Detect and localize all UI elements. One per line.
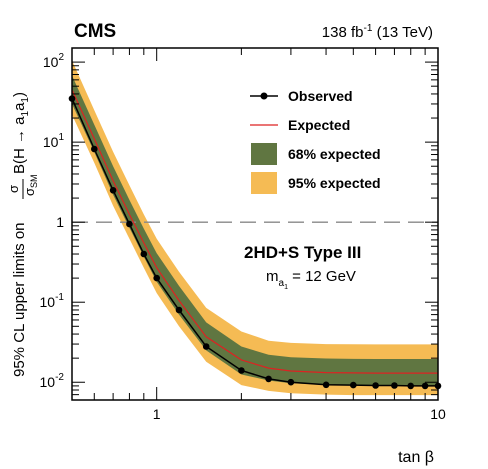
experiment-label: CMS [74, 21, 116, 42]
y-tick-label: 102 [43, 52, 65, 70]
band-95-expected [72, 60, 438, 396]
observed-point [238, 367, 245, 374]
y-axis-label: 95% CL upper limits on σ σSM B(H → a1a1) [6, 92, 39, 377]
observed-point [265, 375, 272, 383]
y-tick-label: 10-1 [40, 292, 65, 310]
observed-point [153, 274, 160, 282]
legend-band68-swatch [251, 143, 277, 165]
observed-point [407, 382, 415, 390]
observed-point [126, 220, 133, 228]
observed-point [421, 382, 429, 390]
observed-point [372, 382, 379, 389]
observed-points-layer [68, 95, 442, 390]
legend-observed-marker [260, 92, 268, 100]
bands-layer [72, 60, 438, 396]
y-axis-label-prefix: 95% CL upper limits on [11, 222, 28, 377]
y-tick-label: 10-2 [40, 372, 65, 390]
mass-label: ma1 = 12 GeV [266, 268, 356, 291]
y-tick-label: 101 [43, 132, 65, 150]
observed-point [91, 145, 98, 153]
observed-point [109, 187, 117, 194]
model-label: 2HD+S Type III [244, 243, 361, 262]
legend-band68-label: 68% expected [288, 146, 381, 162]
luminosity-label: 138 fb-1 (13 TeV) [322, 23, 433, 41]
legend-expected-label: Expected [288, 117, 350, 133]
observed-point [322, 381, 330, 389]
x-axis-label: tan β [398, 449, 434, 466]
legend-band95-label: 95% expected [288, 175, 381, 191]
observed-point [140, 250, 148, 258]
y-axis-label-sigma-sm: σSM [22, 174, 39, 196]
legend-observed-label: Observed [288, 88, 353, 104]
observed-point [175, 306, 183, 314]
legend: Observed Expected 68% expected 95% expec… [250, 88, 381, 194]
y-axis-label-sigma: σ [6, 185, 21, 193]
plot-frame [71, 47, 439, 401]
observed-point [350, 381, 357, 389]
observed-point [287, 378, 295, 386]
axes-layer [71, 47, 439, 401]
y-axis-label-br: B(H → a1a1) [11, 92, 31, 174]
y-tick-label: 1 [56, 214, 64, 230]
observed-point [202, 343, 210, 350]
x-tick-label: 1 [153, 406, 161, 422]
x-tick-label: 10 [430, 406, 446, 422]
legend-band95-swatch [251, 172, 277, 194]
observed-point [391, 382, 398, 389]
expected-line [71, 89, 438, 374]
tick-labels-layer: 10-2 10-1 1 101 102 1 10 [40, 52, 446, 422]
